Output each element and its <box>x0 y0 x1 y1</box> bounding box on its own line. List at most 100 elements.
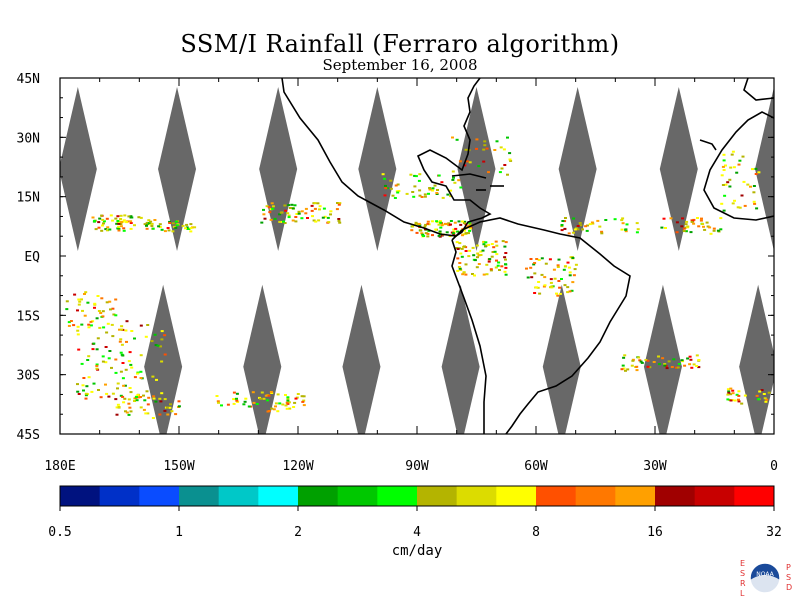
colorbar-swatch <box>655 486 696 506</box>
rain-patch <box>394 184 398 187</box>
rain-patch <box>509 159 513 162</box>
rain-patch <box>503 164 507 166</box>
rain-patch <box>411 191 415 193</box>
rain-patch <box>329 210 333 213</box>
rain-patch <box>720 174 724 177</box>
rain-patch <box>742 180 746 183</box>
rain-patch <box>110 366 113 369</box>
rain-patch <box>661 357 665 360</box>
rain-patch <box>498 269 501 271</box>
rain-patch <box>262 208 265 211</box>
rain-patch <box>139 324 143 327</box>
rain-patch <box>97 226 101 229</box>
rain-patch <box>451 170 455 173</box>
rain-patch <box>449 189 453 192</box>
rain-patch <box>262 397 266 400</box>
colorbar-swatch <box>694 486 735 506</box>
rain-patch <box>542 285 546 288</box>
rain-patch <box>452 176 455 179</box>
rain-patch <box>137 396 141 399</box>
rain-patch <box>454 227 458 230</box>
rain-patch <box>464 273 468 276</box>
rain-patch <box>475 244 479 247</box>
rain-patch <box>119 370 123 373</box>
rain-patch <box>471 273 474 275</box>
rain-patch <box>156 344 160 347</box>
colorbar-swatch <box>615 486 656 506</box>
logo-letter-s2: S <box>786 573 791 582</box>
rain-patch <box>312 219 316 222</box>
rain-patch <box>529 266 533 269</box>
rain-patch <box>185 223 189 226</box>
rain-patch <box>504 258 507 261</box>
rain-patch <box>270 202 274 205</box>
rain-patch <box>329 213 332 216</box>
rain-patch <box>697 225 701 228</box>
rain-patch <box>160 392 164 395</box>
colorbar-tick-label: 2 <box>294 525 302 540</box>
rain-patch <box>644 359 648 361</box>
swath-gap-14 <box>739 284 774 434</box>
rain-patch <box>458 160 462 163</box>
rain-patch <box>242 403 246 406</box>
rain-patch <box>700 217 703 220</box>
rain-patch <box>65 300 69 303</box>
rain-patch <box>503 270 507 273</box>
rain-patch <box>316 202 320 205</box>
rain-patch <box>497 261 501 264</box>
rain-patch <box>688 363 692 366</box>
rain-patch <box>106 322 110 325</box>
rain-patch <box>436 189 439 191</box>
rain-patch <box>560 229 564 232</box>
rain-patch <box>493 250 497 253</box>
rain-patch <box>489 268 493 271</box>
lon-label: 180E <box>44 459 75 474</box>
rain-patch <box>286 399 290 402</box>
rain-patch <box>391 194 395 197</box>
rain-patch <box>504 263 507 266</box>
rain-patch <box>278 213 282 216</box>
rain-patch <box>495 244 499 247</box>
rain-patch <box>695 354 699 357</box>
rain-patch <box>163 353 167 356</box>
rain-patch <box>449 195 453 198</box>
rain-patch <box>658 363 662 366</box>
rain-patch <box>117 229 121 232</box>
rain-patch <box>76 325 80 328</box>
rain-patch <box>743 394 747 397</box>
rain-patch <box>119 338 123 341</box>
rain-patch <box>728 185 732 188</box>
rain-patch <box>477 254 481 257</box>
swath-gap-2 <box>259 86 298 251</box>
rain-patch <box>537 259 541 261</box>
rain-patch <box>170 410 174 413</box>
rain-patch <box>120 221 124 224</box>
rain-patch <box>101 355 105 358</box>
rain-patch <box>101 310 105 313</box>
rain-patch <box>689 358 693 361</box>
rain-patch <box>286 212 290 215</box>
rain-patch <box>84 392 88 395</box>
rain-patch <box>754 173 758 175</box>
rain-patch <box>151 417 155 419</box>
rain-patch <box>159 400 163 403</box>
rain-patch <box>726 393 730 396</box>
rain-patch <box>722 153 726 156</box>
rain-patch <box>456 248 460 250</box>
rain-patch <box>481 249 485 252</box>
rain-patch <box>149 220 153 223</box>
rain-patch <box>417 222 421 225</box>
rain-patch <box>457 220 461 223</box>
rain-patch <box>705 221 709 224</box>
rain-patch <box>154 344 158 347</box>
rain-patch <box>414 175 418 178</box>
rain-patch <box>327 221 331 224</box>
rain-patch <box>171 230 175 233</box>
rain-patch <box>281 403 285 406</box>
rain-patch <box>247 405 251 408</box>
rain-patch <box>270 407 274 410</box>
rain-patch <box>116 403 120 406</box>
rain-patch <box>760 389 764 392</box>
rain-patch <box>144 412 148 415</box>
rain-patch <box>581 228 584 231</box>
